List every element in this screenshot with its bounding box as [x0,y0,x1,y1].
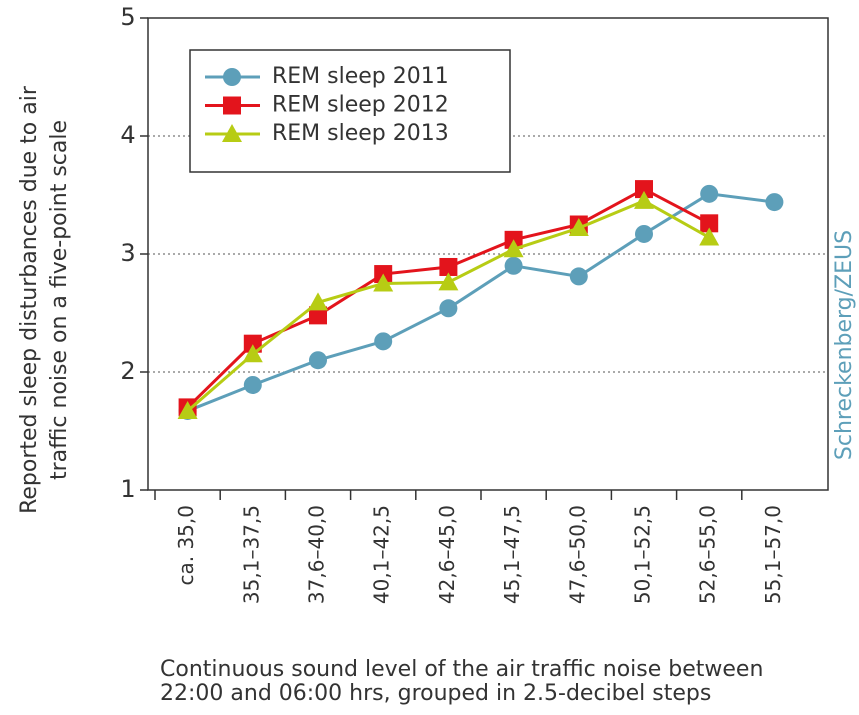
data-point [504,256,523,275]
y-tick-label: 1 [120,475,135,503]
legend-marker [223,96,241,115]
y-axis-label: Reported sleep disturbances due to air [17,85,42,514]
legend-marker [223,68,241,86]
data-point [242,344,263,363]
data-point [438,272,459,291]
legend-label: REM sleep 2013 [272,121,449,146]
x-tick-label: 35,1–37,5 [239,505,263,604]
data-point [634,190,654,209]
series-line [186,187,710,409]
y-tick-label: 4 [120,121,135,149]
x-tick-label: 45,1–47,5 [500,505,524,604]
x-tick-label: ca. 35,0 [174,505,198,586]
data-point [700,184,719,203]
data-point [635,180,653,199]
data-point [700,214,719,233]
data-point [309,351,327,370]
x-axis-label: Continuous sound level of the air traffi… [160,657,763,682]
x-tick-label: 50,1–52,5 [631,505,655,604]
x-tick-label: 55,1–57,0 [761,505,785,604]
plot-frame [147,17,829,491]
series-line [187,192,775,413]
x-tick-label: 47,6–50,0 [565,505,589,604]
data-point [503,239,524,258]
data-point [177,400,198,419]
data-point [569,267,588,286]
y-axis-label: traffic noise on a five-point scale [47,120,72,480]
y-tick-label: 5 [120,3,135,31]
y-tick-label: 3 [120,239,135,267]
data-point [568,218,589,237]
legend-label: REM sleep 2012 [272,93,449,118]
legend-box [189,49,511,173]
data-point [439,257,458,276]
legend-label: REM sleep 2011 [272,64,449,89]
data-point [699,227,720,246]
source-label: Schreckenberg/ZEUS [832,230,857,460]
x-tick-label: 52,6–55,0 [696,505,720,604]
data-point [373,273,394,292]
data-point [308,292,328,311]
y-tick-label: 2 [120,357,135,385]
x-tick-label: 42,6–45,0 [435,505,459,604]
data-point [243,375,262,394]
data-point [765,193,784,212]
data-point [243,334,262,353]
legend-marker [222,124,242,142]
x-tick-label: 37,6–40,0 [305,505,329,604]
data-point [439,299,458,318]
data-point [309,306,327,325]
data-point [635,224,653,243]
x-axis-label: 22:00 and 06:00 hrs, grouped in 2.5-deci… [160,681,711,706]
data-point [374,332,393,351]
x-tick-label: 40,1–42,5 [370,505,394,604]
